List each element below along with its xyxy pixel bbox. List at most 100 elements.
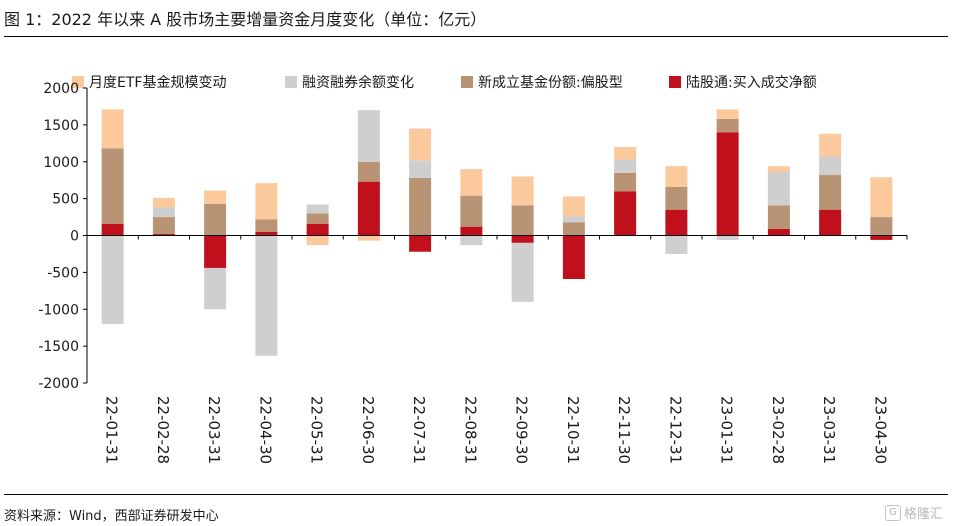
bar-22-03-31-s1 <box>204 190 227 204</box>
bar-22-01-31-s2 <box>101 235 124 324</box>
bar-22-02-28-s2 <box>152 207 175 218</box>
bar-22-11-30-s3 <box>614 172 637 192</box>
bar-22-02-28-s1 <box>152 197 175 208</box>
x-tick-label: 22-04-30 <box>256 396 274 464</box>
bar-22-11-30-s4 <box>614 191 637 236</box>
bar-22-02-28-s3 <box>152 217 175 235</box>
bar-23-04-30-s3 <box>870 217 893 236</box>
bar-22-03-31-s4 <box>204 235 227 268</box>
bar-22-10-31-s4 <box>562 235 585 280</box>
watermark-text: 格隆汇 <box>903 507 943 522</box>
y-tick-label: 1000 <box>43 155 79 171</box>
legend-label-4: 陆股通:买入成交净额 <box>686 74 817 91</box>
bar-22-07-31-s3 <box>409 177 432 236</box>
x-tick-label: 22-07-31 <box>410 396 428 464</box>
bar-22-10-31-s3 <box>562 222 585 236</box>
legend-swatch-4 <box>669 76 681 88</box>
bar-22-06-30-s2 <box>357 110 380 162</box>
axes: 2000 1500 1000 500 0 -500 -1000 -1500 -2000 22-01… <box>38 81 908 464</box>
legend-swatch-3 <box>461 76 473 88</box>
legend-swatch-1 <box>72 76 84 88</box>
x-tick-label: 23-01-31 <box>718 396 736 464</box>
bar-22-12-31-s4 <box>665 209 688 236</box>
bar-22-06-30-s3 <box>357 161 380 182</box>
bar-23-02-28-s1 <box>767 166 790 173</box>
x-tick-label: 22-06-30 <box>359 396 377 464</box>
bar-22-11-30-s2 <box>614 159 637 173</box>
y-tick-label: -1000 <box>38 302 79 318</box>
bar-22-12-31-s2 <box>665 235 688 254</box>
bar-22-09-30-s1 <box>511 176 534 206</box>
bar-23-03-31-s3 <box>819 175 842 210</box>
y-tick-label: -2000 <box>38 376 79 392</box>
bar-23-04-30-s4 <box>870 235 893 240</box>
bar-22-12-31-s3 <box>665 186 688 210</box>
y-tick-label: 0 <box>70 229 79 245</box>
bar-23-01-31-s3 <box>716 118 739 133</box>
bar-22-08-31-s3 <box>460 195 483 227</box>
bar-22-10-31-s2 <box>562 216 585 223</box>
y-tick-label: 500 <box>52 192 79 208</box>
bar-22-07-31-s4 <box>409 235 432 252</box>
bar-22-08-31-s1 <box>460 169 483 196</box>
x-tick-label: 23-03-31 <box>820 396 838 464</box>
bar-22-05-31-s1 <box>306 235 329 246</box>
watermark-logo-icon: G <box>884 504 901 521</box>
legend-label-1: 月度ETF基金规模变动 <box>89 74 226 91</box>
bar-22-07-31-s1 <box>409 128 432 161</box>
legend: 月度ETF基金规模变动 融资融券余额变化 新成立基金份额:偏股型 陆股通:买入成交净额 <box>72 74 817 91</box>
x-tick-label: 22-11-30 <box>615 396 633 464</box>
bar-22-12-31-s1 <box>665 166 688 187</box>
bar-23-01-31-s4 <box>716 132 739 236</box>
bar-22-05-31-s2 <box>306 204 329 214</box>
bar-22-05-31-s4 <box>306 223 329 236</box>
bar-22-06-30-s1 <box>357 235 380 241</box>
x-tick-label: 22-09-30 <box>513 396 531 464</box>
legend-label-3: 新成立基金份额:偏股型 <box>478 74 623 91</box>
bar-22-03-31-s2 <box>204 267 227 310</box>
bar-23-01-31-s1 <box>716 109 739 119</box>
bar-22-07-31-s2 <box>409 160 432 178</box>
bar-23-03-31-s4 <box>819 209 842 236</box>
bar-22-01-31-s4 <box>101 223 124 236</box>
source-divider <box>4 494 948 495</box>
x-tick-label: 22-02-28 <box>154 396 172 464</box>
bar-23-02-28-s2 <box>767 172 790 206</box>
bar-group <box>101 109 893 356</box>
x-tick-label: 22-03-31 <box>205 396 223 464</box>
bar-22-04-30-s1 <box>255 183 278 220</box>
y-tick-label: -500 <box>47 265 79 281</box>
legend-label-2: 融资融券余额变化 <box>302 74 414 91</box>
bar-23-03-31-s1 <box>819 133 842 157</box>
bar-22-02-28-s4 <box>152 234 175 236</box>
bar-22-09-30-s4 <box>511 235 534 243</box>
x-tick-label: 22-05-31 <box>308 396 326 464</box>
bar-22-04-30-s3 <box>255 219 278 232</box>
bar-23-02-28-s4 <box>767 228 790 236</box>
bar-23-04-30-s1 <box>870 177 893 218</box>
bar-22-10-31-s1 <box>562 196 585 217</box>
x-tick-label: 23-04-30 <box>871 396 889 464</box>
bar-23-01-31-s2 <box>716 235 739 240</box>
source-note: 资料来源：Wind，西部证券研发中心 <box>4 509 219 524</box>
bar-23-03-31-s2 <box>819 156 842 176</box>
bar-22-11-30-s1 <box>614 147 637 160</box>
bar-22-04-30-s2 <box>255 235 278 356</box>
y-tick-label: -1500 <box>38 339 79 355</box>
bar-22-09-30-s2 <box>511 242 534 302</box>
title-divider <box>4 36 948 37</box>
bar-22-01-31-s3 <box>101 148 124 224</box>
bar-22-03-31-s3 <box>204 203 227 236</box>
legend-swatch-2 <box>285 76 297 88</box>
bar-22-05-31-s3 <box>306 213 329 224</box>
x-tick-label: 22-12-31 <box>666 396 684 464</box>
y-tick-label: 2000 <box>43 81 79 97</box>
bar-22-01-31-s1 <box>101 109 124 149</box>
bar-23-02-28-s3 <box>767 205 790 229</box>
x-tick-label: 22-10-31 <box>564 396 582 464</box>
bar-22-09-30-s3 <box>511 205 534 236</box>
x-tick-label: 22-01-31 <box>103 396 121 464</box>
bar-22-08-31-s2 <box>460 235 483 246</box>
x-tick-label: 23-02-28 <box>769 396 787 464</box>
